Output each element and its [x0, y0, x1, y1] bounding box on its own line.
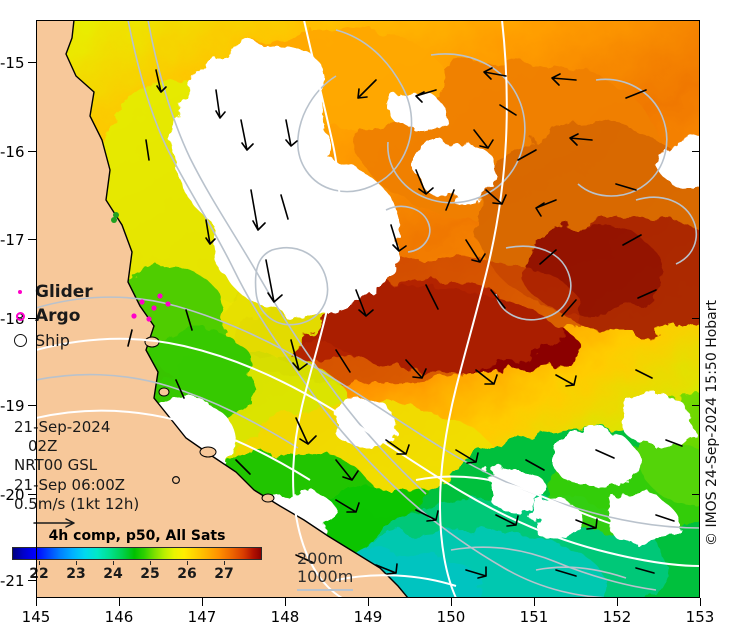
- legend-label-glider: Glider: [35, 282, 93, 302]
- xtick-mark: [119, 598, 120, 606]
- bathymetry-1000m-contours: [36, 20, 700, 598]
- xtick-label-145: 145: [21, 608, 51, 626]
- glider-marker-icon: [5, 290, 35, 294]
- info-hour: 02Z: [28, 437, 58, 456]
- xtick-label-148: 148: [270, 608, 300, 626]
- colorbar-tick-26: 26: [177, 566, 197, 582]
- ytick-label--20: -20: [0, 486, 25, 504]
- xtick-mark: [36, 598, 37, 606]
- ytick-mark: [28, 405, 36, 406]
- info-valid-time: 21-Sep 06:00Z: [14, 475, 126, 494]
- bathy-legend-line: [297, 588, 353, 591]
- current-vector-arrows: [127, 67, 683, 579]
- ytick-mark: [28, 62, 36, 63]
- colorbar-tick-27: 27: [214, 566, 234, 582]
- legend-item-ship: Ship: [5, 328, 93, 352]
- xtick-mark: [700, 598, 701, 606]
- xtick-label-150: 150: [436, 608, 466, 626]
- ytick-label--21: -21: [0, 572, 25, 590]
- xtick-mark: [202, 598, 203, 606]
- colorbar-title: 4h comp, p50, All Sats: [48, 528, 226, 544]
- info-product: NRT00 GSL: [14, 456, 98, 475]
- colorbar-gradient[interactable]: 22 23 24 25 26 27: [12, 547, 262, 582]
- ytick-label--15: -15: [0, 54, 25, 72]
- info-vector-scale: 0.5m/s (1kt 12h): [14, 494, 140, 513]
- ytick-mark: [28, 239, 36, 240]
- bathy-label-200m: 200m: [297, 549, 344, 568]
- xtick-mark: [451, 598, 452, 606]
- ytick-mark: [28, 151, 36, 152]
- xtick-mark: [285, 598, 286, 606]
- info-date: 21-Sep-2024: [14, 418, 111, 436]
- ytick-label--16: -16: [0, 143, 25, 161]
- xtick-label-146: 146: [104, 608, 134, 626]
- info-annotation-block: 21-Sep-2024 02Z NRT00 GSL 21-Sep 06:00Z …: [14, 418, 139, 534]
- xtick-label-147: 147: [187, 608, 217, 626]
- legend-item-argo: Argo: [5, 304, 93, 328]
- legend-item-glider: Glider: [5, 280, 93, 304]
- xtick-label-152: 152: [602, 608, 632, 626]
- ytick-label--17: -17: [0, 231, 25, 249]
- ytick-mark-right: [692, 405, 700, 406]
- colorbar-group: 4h comp, p50, All Sats 22 23 24 25 26 27: [8, 528, 264, 582]
- ytick-mark: [28, 318, 36, 319]
- colorbar-tick-23: 23: [66, 566, 86, 582]
- legend-label-ship: Ship: [35, 330, 70, 350]
- platform-legend: Glider Argo Ship: [5, 280, 93, 352]
- xtick-mark: [617, 598, 618, 606]
- xtick-mark: [534, 598, 535, 606]
- bathymetry-legend: 200m 1000m: [297, 549, 354, 591]
- reference-arrow-icon: [14, 515, 139, 534]
- colorbar-tick-22: 22: [29, 566, 49, 582]
- ytick-mark-right: [692, 318, 700, 319]
- bathy-label-1000m: 1000m: [297, 567, 354, 587]
- colorbar-tick-25: 25: [140, 566, 160, 582]
- platform-markers-layer: [111, 212, 181, 485]
- ytick-mark-right: [692, 494, 700, 495]
- xtick-mark: [368, 598, 369, 606]
- ytick-mark-right: [692, 151, 700, 152]
- map-plot-area[interactable]: [36, 20, 700, 598]
- argo-marker-icon: [5, 311, 35, 321]
- legend-label-argo: Argo: [35, 306, 81, 326]
- xtick-label-149: 149: [353, 608, 383, 626]
- ytick-mark: [28, 580, 36, 581]
- xtick-label-153: 153: [685, 608, 715, 626]
- ytick-label--19: -19: [0, 397, 25, 415]
- ytick-mark: [28, 494, 36, 495]
- colorbar-tick-24: 24: [103, 566, 123, 582]
- xtick-label-151: 151: [519, 608, 549, 626]
- sst-raster-layer: [36, 20, 700, 598]
- bathymetry-200m-contours: [36, 20, 700, 598]
- ship-marker-icon: [5, 333, 35, 347]
- landmass-coastline: [36, 20, 409, 598]
- credit-text: © IMOS 24-Sep-2024 15:50 Hobart: [704, 300, 720, 546]
